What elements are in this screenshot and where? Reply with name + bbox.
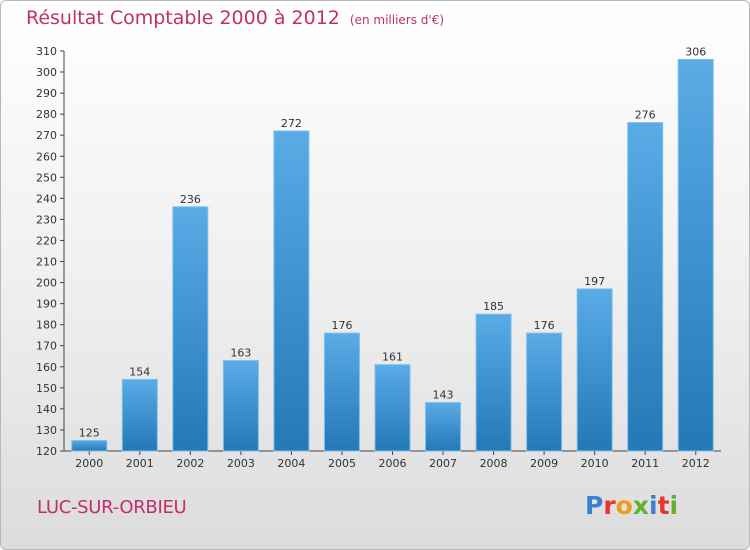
commune-name: LUC-SUR-ORBIEU — [37, 497, 187, 518]
y-tick-label: 120 — [36, 445, 57, 458]
logo-letter: P — [585, 491, 604, 520]
y-tick-label: 280 — [36, 108, 57, 121]
bar-2012 — [677, 58, 714, 452]
x-tick-label-2004: 2004 — [277, 457, 305, 470]
x-tick-label-2000: 2000 — [75, 457, 103, 470]
x-tick-label-2001: 2001 — [126, 457, 154, 470]
data-label-2006: 161 — [382, 351, 403, 364]
y-tick-label: 150 — [36, 382, 57, 395]
data-label-2002: 236 — [180, 193, 201, 206]
y-tick-label: 290 — [36, 87, 57, 100]
bar-2006 — [374, 364, 411, 452]
y-tick-label: 160 — [36, 361, 57, 374]
bar-2010 — [576, 288, 613, 452]
logo-letter: i — [669, 491, 679, 520]
x-tick-label-2006: 2006 — [379, 457, 407, 470]
y-tick-label: 240 — [36, 192, 57, 205]
bar-2003 — [222, 359, 259, 452]
y-tick-label: 130 — [36, 424, 57, 437]
y-tick-label: 300 — [36, 66, 57, 79]
chart-title-text: Résultat Comptable 2000 à 2012 — [26, 7, 340, 29]
logo-letter: t — [657, 491, 670, 520]
data-label-2004: 272 — [281, 117, 302, 130]
bar-2000 — [71, 439, 108, 452]
bar-2005 — [323, 332, 360, 452]
x-tick-label-2007: 2007 — [429, 457, 457, 470]
x-tick-label-2008: 2008 — [480, 457, 508, 470]
data-label-2003: 163 — [230, 346, 251, 359]
y-tick-label: 200 — [36, 277, 57, 290]
chart-title: Résultat Comptable 2000 à 2012 (en millie… — [26, 7, 444, 29]
y-tick-label: 220 — [36, 234, 57, 247]
x-tick-label-2005: 2005 — [328, 457, 356, 470]
data-label-2011: 276 — [635, 109, 656, 122]
x-axis: 2000 2001 2002 2003 2004 2005 2006 2007 2008 2009… — [64, 450, 721, 470]
bar-2007 — [425, 402, 462, 452]
x-tick-label-2012: 2012 — [682, 457, 710, 470]
bar-2004 — [273, 130, 310, 452]
y-tick-label: 260 — [36, 150, 57, 163]
data-label-2000: 125 — [79, 426, 100, 439]
data-label-2005: 176 — [331, 319, 352, 332]
logo-letter: r — [603, 491, 616, 520]
y-tick-label: 140 — [36, 403, 57, 416]
x-tick-label-2009: 2009 — [530, 457, 558, 470]
data-label-2012: 306 — [685, 45, 706, 58]
x-tick-label-2002: 2002 — [176, 457, 204, 470]
y-tick-label: 230 — [36, 213, 57, 226]
y-axis: 120 130 140 150 160 170 180 190 200 210 220 230 240 2… — [36, 45, 65, 458]
bar-2002 — [172, 206, 209, 452]
x-tick-label-2010: 2010 — [581, 457, 609, 470]
y-tick-label: 170 — [36, 340, 57, 353]
logo-letter: i — [649, 491, 658, 520]
y-tick-label: 250 — [36, 171, 57, 184]
x-tick-label-2003: 2003 — [227, 457, 255, 470]
data-label-2001: 154 — [129, 365, 150, 378]
y-tick-label: 190 — [36, 298, 57, 311]
data-label-2007: 143 — [433, 389, 454, 402]
data-label-2009: 176 — [534, 319, 555, 332]
bar-2011 — [627, 122, 664, 452]
y-tick-label: 210 — [36, 256, 57, 269]
bar-2008 — [475, 313, 512, 452]
proxiti-logo[interactable]: Proxiti — [585, 491, 678, 520]
logo-letter: x — [632, 491, 649, 520]
logo-letter: o — [615, 491, 633, 520]
y-tick-label: 180 — [36, 319, 57, 332]
data-label-2010: 197 — [584, 275, 605, 288]
chart-unit: (en milliers d'€) — [349, 13, 445, 27]
data-label-2008: 185 — [483, 300, 504, 313]
y-tick-label: 310 — [36, 45, 57, 58]
bar-2001 — [121, 378, 158, 452]
x-tick-label-2011: 2011 — [631, 457, 659, 470]
bars: 125 154 236 163 272 176 161 143 185 176 197 276 306 — [71, 45, 714, 452]
bar-2009 — [526, 332, 563, 452]
y-tick-label: 270 — [36, 129, 57, 142]
